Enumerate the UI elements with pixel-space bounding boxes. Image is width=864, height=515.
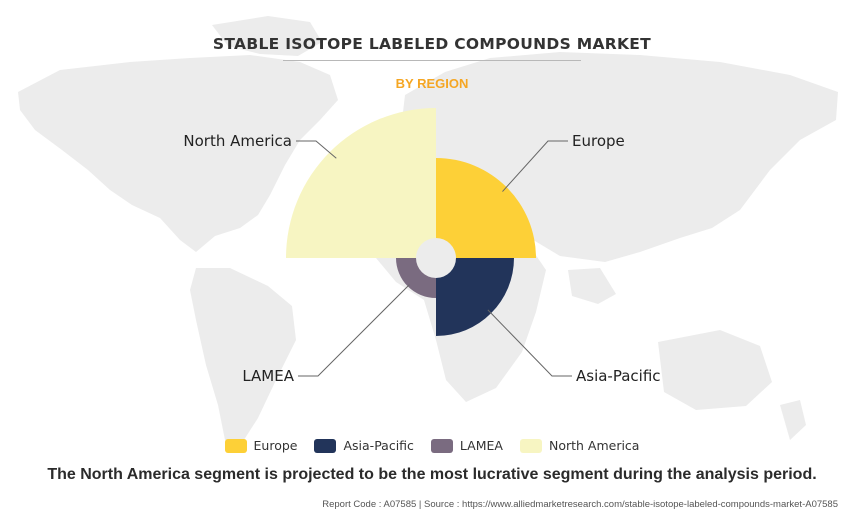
legend-swatch-north-america [519,438,542,453]
legend-label-lamea: LAMEA [459,438,503,453]
chart-title: STABLE ISOTOPE LABELED COMPOUNDS MARKET [212,35,652,53]
report-code: Report Code : A07585 [322,499,417,510]
callout-label-lamea: LAMEA [242,367,294,385]
legend-label-asia-pacific: Asia-Pacific [343,438,414,453]
sector-asia-pacific [436,258,514,336]
legend-item-asia-pacific: Asia-Pacific [314,438,414,453]
legend-item-north-america: North America [519,438,640,453]
footer-separator: | [418,499,422,510]
sector-europe [436,158,536,258]
legend-swatch-europe [224,438,247,453]
legend-label-europe: Europe [253,438,298,453]
title-divider [283,60,581,61]
legend-item-lamea: LAMEA [430,438,503,453]
legend-label-north-america: North America [548,438,640,453]
chart-legend: Europe Asia-Pacific LAMEA North America [0,438,864,453]
leader-line-north-america [296,140,337,159]
leader-line-europe [502,140,568,192]
callout-label-asia-pacific: Asia-Pacific [576,367,661,385]
leader-line-lamea [298,284,410,377]
source-url: Source : https://www.alliedmarketresearc… [424,499,838,510]
legend-swatch-asia-pacific [314,438,337,453]
callout-label-europe: Europe [572,132,625,150]
sector-lamea [396,258,436,298]
callout-label-north-america: North America [183,132,292,150]
legend-swatch-lamea [430,438,453,453]
chart-caption: The North America segment is projected t… [47,466,817,483]
leader-line-asia-pacific [487,309,572,377]
chart-subtitle: BY REGION [395,76,469,91]
sector-north-america [286,108,436,258]
legend-item-europe: Europe [224,438,298,453]
source-footer: Report Code : A07585 | Source : https://… [322,499,838,510]
